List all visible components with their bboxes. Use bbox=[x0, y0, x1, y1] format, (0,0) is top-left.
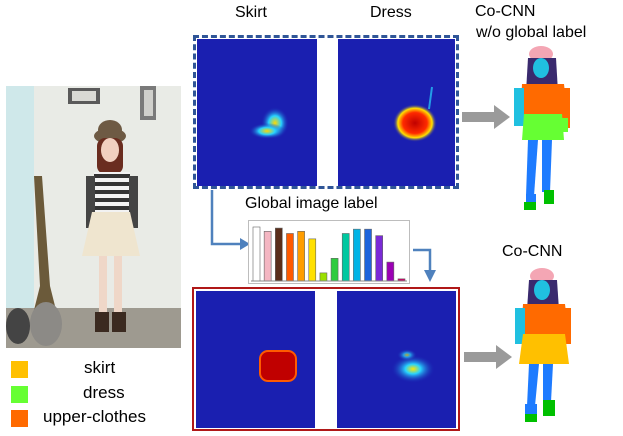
histogram-bar bbox=[308, 238, 317, 282]
histogram-bar bbox=[319, 272, 328, 282]
histogram-bar bbox=[341, 233, 350, 282]
global-label-histogram bbox=[251, 226, 407, 282]
legend-label-skirt: skirt bbox=[84, 358, 116, 377]
connector-arrows bbox=[210, 190, 436, 282]
top-result-arrow bbox=[462, 105, 510, 129]
histogram-bar bbox=[375, 235, 383, 282]
column-title-skirt: Skirt bbox=[235, 4, 267, 21]
legend-swatch-dress bbox=[11, 386, 28, 403]
bottom-result-arrow bbox=[464, 345, 512, 369]
heatmap-dress-top bbox=[338, 39, 455, 186]
bottom-heatmap-frame bbox=[192, 287, 460, 431]
heatmap-dress-bottom bbox=[337, 291, 456, 428]
bottom-result-title: Co-CNN bbox=[502, 243, 563, 260]
top-heatmap-frame bbox=[193, 35, 459, 189]
histogram-bar bbox=[297, 231, 305, 282]
global-image-label-title: Global image label bbox=[245, 195, 378, 212]
input-photo bbox=[6, 86, 181, 348]
histogram-bar bbox=[353, 228, 361, 282]
legend-label-upper-clothes: upper-clothes bbox=[43, 407, 147, 426]
histogram-bar bbox=[286, 233, 294, 282]
legend-swatch-upper-clothes bbox=[11, 410, 28, 427]
bottom-parsing-silhouette bbox=[515, 268, 571, 422]
column-title-dress: Dress bbox=[370, 4, 412, 21]
histogram-bar bbox=[364, 228, 372, 282]
top-parsing-silhouette bbox=[514, 46, 570, 210]
histogram-bar bbox=[275, 227, 283, 282]
histogram-bar bbox=[263, 231, 272, 282]
top-result-title: Co-CNN bbox=[475, 3, 536, 20]
heatmap-skirt-bottom bbox=[196, 291, 315, 428]
top-result-subtitle: w/o global label bbox=[476, 24, 587, 41]
global-label-histogram-box bbox=[248, 220, 410, 284]
histogram-bar bbox=[252, 226, 261, 282]
heatmap-skirt-top bbox=[197, 39, 317, 186]
histogram-bar bbox=[330, 258, 339, 282]
legend-label-dress: dress bbox=[83, 383, 125, 402]
histogram-bar bbox=[386, 261, 395, 282]
legend-swatch-skirt bbox=[11, 361, 28, 378]
